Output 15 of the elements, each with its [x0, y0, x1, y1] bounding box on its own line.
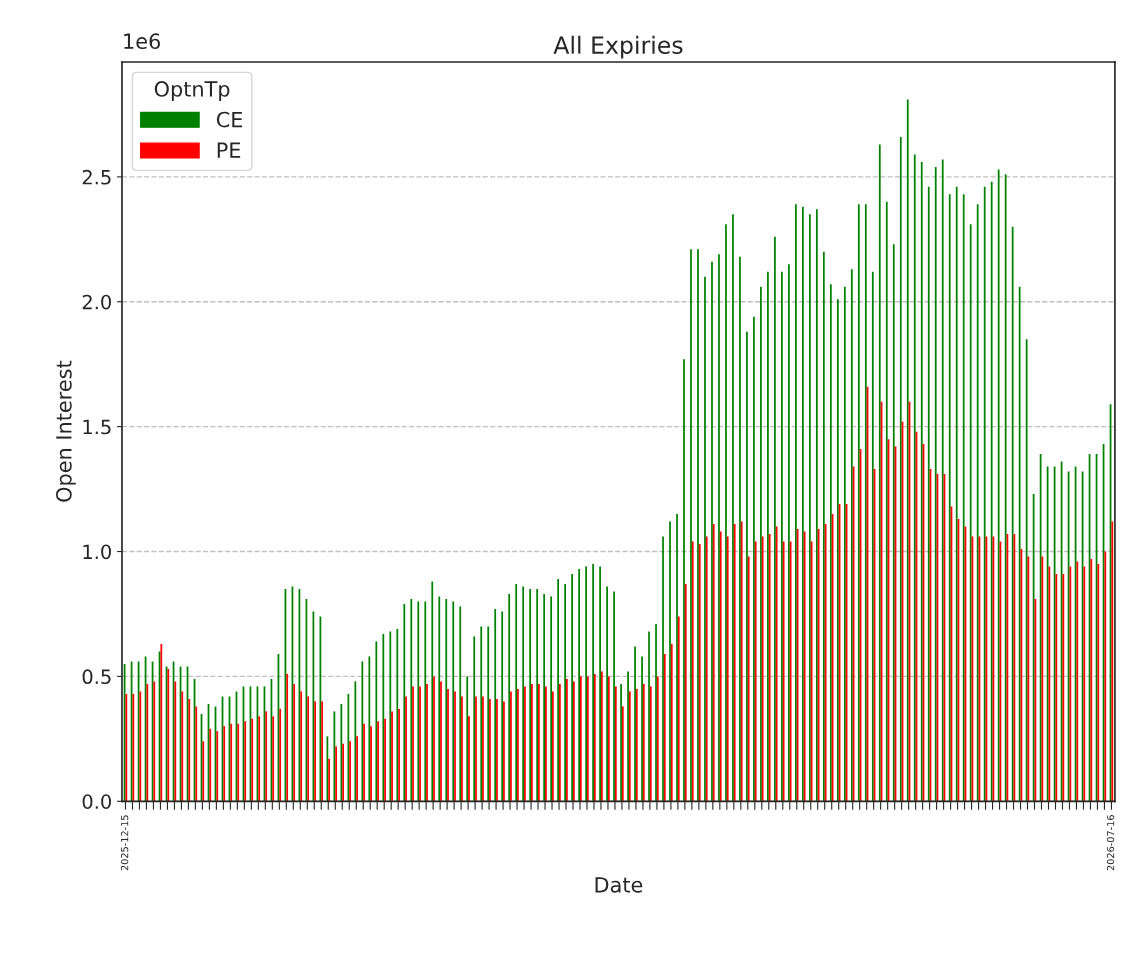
y-axis-title: Open Interest	[55, 360, 76, 502]
chart-title: All Expiries	[553, 35, 683, 59]
legend-label: CE	[216, 111, 243, 128]
x-axis-title: Date	[595, 877, 643, 893]
x-tick-label: 2026-07-16	[1106, 815, 1115, 871]
legend-title: OptnTp	[154, 81, 230, 101]
y-tick-label: 2.5	[82, 169, 111, 185]
y-tick-label: 0.5	[82, 669, 111, 685]
text: 1e6	[124, 33, 160, 50]
legend-label: PE	[217, 142, 241, 158]
y-tick-label: 0.0	[82, 794, 111, 809]
y-tick-label: 2.0	[82, 294, 111, 310]
y-tick-label: 1.0	[83, 544, 111, 560]
y-tick-label: 1.5	[83, 419, 111, 435]
x-tick-label: 2025-12-15	[120, 815, 129, 871]
